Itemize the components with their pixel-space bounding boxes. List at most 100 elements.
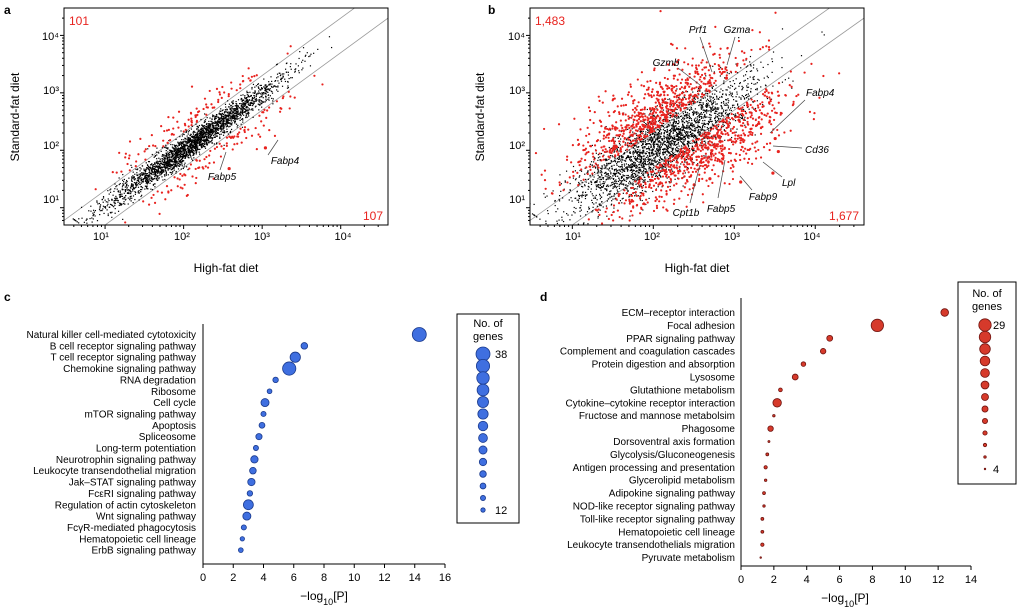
b-point [672,154,675,157]
a-point [160,172,162,174]
a-red-point [253,75,256,78]
a-point [227,133,229,135]
a-point [117,190,119,192]
b-point [577,199,580,201]
a-point [241,105,243,108]
a-point [176,166,178,168]
b-point [673,143,675,145]
a-point [141,188,143,191]
b-point [724,139,726,141]
b-point [781,57,783,59]
b-point [620,183,622,185]
b-point [714,106,716,108]
b-point [635,158,637,160]
a-point [125,198,127,200]
b-point [608,169,610,171]
a-point [193,137,195,139]
b-point [668,139,670,141]
b-point [654,173,656,175]
b-point [667,123,669,125]
a-gene-point [263,146,268,150]
b-point [670,140,672,142]
a-point [176,154,178,157]
b-point [625,163,627,165]
b-point [634,157,636,160]
a-point [132,175,134,177]
a-point [214,120,216,123]
a-point [153,162,156,164]
b-point [647,140,649,142]
a-point [251,98,254,100]
b-point [672,150,674,152]
a-point [76,221,78,223]
b-point [635,164,638,166]
a-point [181,159,183,161]
a-point [235,105,237,107]
a-red-point [184,174,187,177]
b-point [716,107,718,109]
b-point [652,159,654,161]
a-point [125,194,127,197]
a-point [132,171,134,173]
b-point [616,148,618,150]
b-point [709,106,711,108]
b-point [647,131,649,134]
b-point [739,119,741,121]
b-point [697,125,699,128]
a-point [244,104,246,106]
a-point [286,62,288,64]
b-point [669,114,671,117]
b-point [599,172,601,174]
b-point [720,127,723,129]
a-point [248,102,250,104]
a-point [223,131,225,133]
b-point [593,157,596,159]
b-point [677,134,679,136]
a-point [124,196,126,198]
b-point [582,191,584,193]
b-point [603,183,605,185]
b-point [629,136,631,138]
b-point [680,129,682,131]
b-point [686,128,688,130]
b-point [599,195,601,197]
b-point [688,134,690,137]
a-point [230,104,232,107]
a-point [182,145,184,148]
a-point [163,165,165,167]
a-point [191,143,193,145]
b-point [652,148,654,150]
a-point [179,141,182,143]
b-point [635,173,637,175]
a-point [147,178,149,180]
a-point [134,191,136,193]
b-point [636,178,638,180]
b-point [707,141,709,143]
a-point [257,87,260,89]
b-point [636,167,638,169]
a-point [122,173,124,176]
b-point [644,168,646,170]
a-point [193,150,195,152]
panel-b-points-unchanged [530,28,825,225]
a-point [133,187,135,189]
b-point [676,150,678,152]
b-point [591,144,593,147]
b-point [587,223,589,225]
a-point [232,120,234,122]
b-point [698,115,700,117]
b-point [700,129,702,132]
a-point [123,178,125,181]
b-point [650,139,652,141]
a-point [168,151,171,153]
b-point [646,108,648,111]
b-point [664,157,666,159]
a-point [203,127,206,129]
a-point [277,86,279,88]
a-point [173,158,175,160]
b-point [635,167,637,169]
b-point [703,140,705,142]
a-point [116,197,118,200]
a-point [92,212,94,214]
b-point [712,105,714,107]
